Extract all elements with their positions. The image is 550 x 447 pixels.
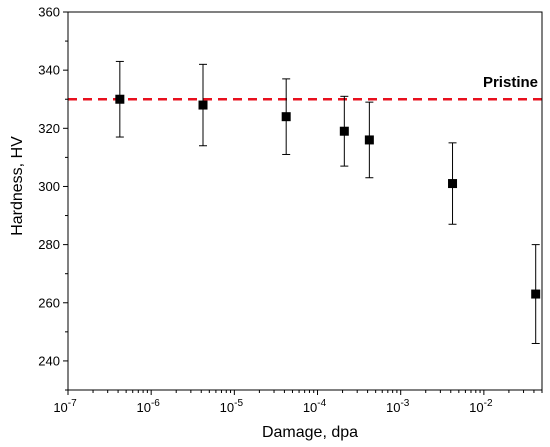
pristine-label: Pristine (483, 74, 538, 91)
data-point (364, 101, 374, 179)
y-tick-label: 260 (38, 295, 60, 310)
data-point (115, 60, 125, 138)
y-tick-label: 280 (38, 237, 60, 252)
square-marker (364, 135, 374, 145)
y-tick-label: 240 (38, 353, 60, 368)
x-tick-label: 10-4 (303, 398, 327, 415)
data-point (198, 63, 208, 147)
data-point (531, 244, 541, 344)
data-point (339, 95, 349, 167)
tick-labels-group: 240 260 280 300 320 340 360 10-7 10-6 10-5 10-4 10-… (38, 5, 493, 416)
y-tick-label: 300 (38, 179, 60, 194)
x-tick-label: 10-3 (386, 398, 410, 415)
y-axis-title: Hardness, HV (9, 136, 26, 236)
data-points-group (115, 60, 541, 344)
square-marker (198, 100, 208, 110)
y-tick-label: 360 (38, 5, 60, 20)
x-tick-label: 10-7 (53, 398, 77, 415)
square-marker (531, 289, 541, 299)
data-point (281, 78, 291, 155)
square-marker (339, 126, 349, 136)
x-tick-label: 10-6 (136, 398, 160, 415)
square-marker (448, 179, 458, 189)
axes-group (63, 11, 543, 395)
y-tick-label: 320 (38, 121, 60, 136)
x-tick-label: 10-5 (220, 398, 244, 415)
y-tick-label: 340 (38, 63, 60, 78)
x-tick-label: 10-2 (469, 398, 493, 415)
square-marker (281, 112, 291, 122)
data-point (448, 142, 458, 225)
x-axis-title: Damage, dpa (262, 424, 358, 441)
square-marker (115, 94, 125, 104)
plot-frame (67, 11, 543, 391)
